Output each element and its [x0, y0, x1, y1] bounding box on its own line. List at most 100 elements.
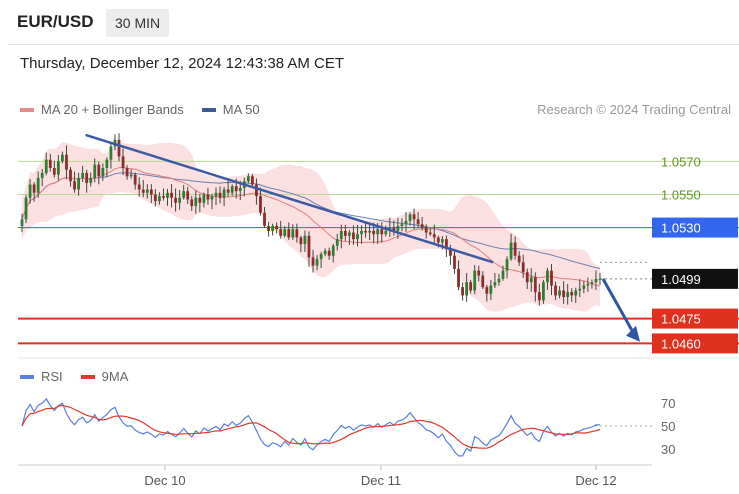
candle-body-58: [255, 184, 258, 197]
candle-body-127: [533, 277, 537, 293]
candle-body-18: [93, 164, 97, 178]
ma20-line: [21, 166, 601, 287]
candle-body-37: [170, 192, 173, 198]
candle-body-98: [416, 219, 420, 225]
candle-body-22: [109, 146, 113, 160]
candle-body-71: [307, 235, 311, 258]
candle-body-95: [404, 220, 408, 225]
price-legend: MA 20 + Bollinger Bands MA 50: [20, 102, 278, 117]
candle-body-21: [105, 159, 109, 168]
candle-body-4: [36, 177, 40, 193]
candle-body-28: [133, 174, 137, 185]
candle-body-102: [432, 234, 436, 238]
candle-body-31: [145, 189, 149, 193]
candle-body-100: [424, 227, 428, 233]
legend-swatch-ma50: [201, 107, 216, 112]
candle-body-77: [331, 245, 335, 256]
candle-body-65: [283, 229, 287, 236]
candle-body-67: [291, 229, 295, 238]
candle-body-72: [311, 257, 315, 266]
candle-body-132: [554, 285, 557, 296]
candle-body-121: [509, 242, 513, 260]
chart-header: EUR/USD 30 MIN: [0, 0, 739, 44]
candle-body-30: [141, 189, 145, 193]
candle-body-63: [275, 225, 279, 230]
candle-body-75: [323, 250, 327, 255]
candle-body-46: [206, 194, 210, 200]
candle-body-119: [501, 270, 505, 279]
rsi-tick-50: 50: [661, 419, 675, 434]
candle-body-143: [598, 278, 602, 280]
legend-ma20: MA 20 + Bollinger Bands: [20, 102, 184, 117]
rsi-tick-30: 30: [661, 442, 675, 457]
x-tick-label-2: Dec 12: [575, 473, 616, 488]
candle-body-92: [392, 227, 396, 231]
rsi-ma9-line: [21, 404, 601, 449]
candle-body-54: [238, 187, 242, 192]
level-box-3: [652, 268, 738, 289]
candle-body-50: [222, 189, 226, 198]
candle-body-12: [69, 169, 72, 182]
candle-body-48: [214, 192, 218, 197]
candle-body-69: [299, 237, 303, 245]
resistance-trendline: [85, 133, 494, 264]
legend-rsi-label: RSI: [41, 369, 63, 384]
candle-body-122: [513, 242, 517, 256]
candle-body-57: [250, 176, 254, 185]
candle-body-26: [125, 167, 129, 177]
candle-body-11: [65, 154, 68, 170]
level-label-4: 1.0475: [661, 312, 701, 327]
candle-body-14: [77, 177, 80, 190]
candle-body-15: [81, 172, 85, 178]
candle-body-105: [445, 239, 448, 250]
projection-arrow: [601, 278, 637, 337]
candle-body-108: [457, 268, 460, 288]
candle-body-49: [218, 192, 222, 198]
candle-body-61: [267, 225, 270, 231]
candle-body-139: [582, 285, 586, 289]
level-label-3: 1.0499: [661, 272, 701, 287]
candle-body-0: [20, 219, 24, 226]
candle-body-8: [52, 167, 56, 175]
rsi-tick-70: 70: [661, 396, 675, 411]
candle-body-79: [339, 230, 343, 240]
candle-body-29: [137, 184, 141, 190]
candle-body-64: [279, 229, 283, 236]
candle-body-133: [558, 290, 561, 296]
candle-body-60: [263, 212, 266, 226]
candle-body-16: [85, 172, 89, 183]
candle-body-2: [28, 184, 32, 198]
candle-body-78: [335, 239, 339, 246]
candle-body-136: [570, 292, 574, 296]
timeframe-button[interactable]: 30 MIN: [106, 9, 170, 37]
legend-swatch-9ma: [80, 374, 95, 379]
candle-body-120: [505, 259, 509, 271]
candle-body-99: [420, 224, 424, 228]
x-tick-label-1: Dec 11: [361, 473, 401, 488]
candle-body-103: [436, 237, 440, 243]
candle-body-84: [360, 230, 363, 235]
legend-ma20-label: MA 20 + Bollinger Bands: [41, 102, 184, 117]
level-box-4: [652, 308, 738, 329]
candle-body-68: [295, 229, 299, 238]
candle-body-137: [574, 290, 578, 296]
candle-body-118: [497, 278, 501, 283]
research-credit: Research © 2024 Trading Central: [537, 102, 731, 117]
candle-body-74: [319, 254, 323, 260]
candle-body-113: [477, 270, 481, 276]
candle-body-123: [517, 255, 521, 263]
candle-body-116: [489, 285, 493, 294]
candle-body-73: [315, 259, 319, 266]
candle-body-47: [210, 196, 214, 200]
candle-body-19: [97, 164, 101, 177]
level-label-1: 1.0550: [661, 187, 701, 202]
candle-body-45: [202, 194, 206, 203]
candle-body-66: [287, 229, 291, 238]
candle-body-62: [271, 225, 275, 231]
candle-body-124: [521, 262, 525, 273]
candle-body-27: [129, 174, 133, 177]
candle-body-128: [537, 292, 541, 301]
candle-body-96: [408, 214, 412, 221]
candle-body-85: [364, 230, 367, 233]
